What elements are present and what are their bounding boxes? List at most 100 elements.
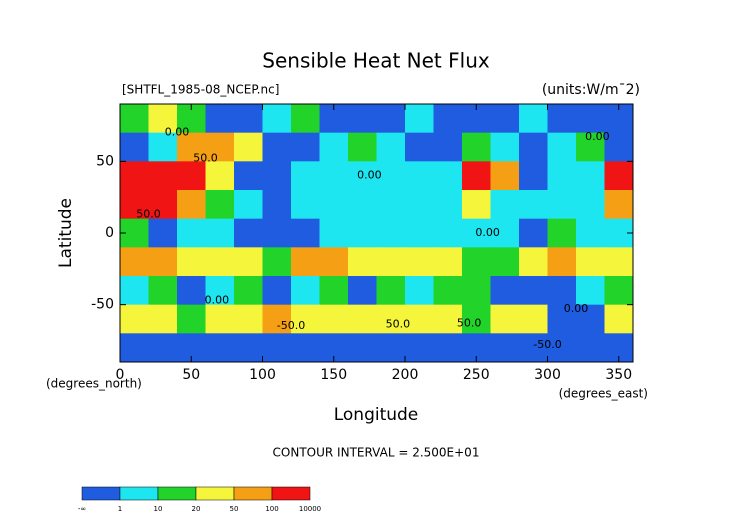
contour-label: -50.0 — [533, 338, 561, 351]
field-cell — [120, 333, 149, 363]
contour-label: 50.0 — [457, 316, 482, 329]
contour-label: 0.00 — [475, 226, 500, 239]
field-cell — [490, 276, 520, 306]
field-cell — [348, 333, 377, 363]
colorbar-label: 10000 — [299, 505, 321, 513]
field-cell — [319, 218, 349, 248]
field-cell — [604, 247, 634, 277]
field-cell — [405, 161, 434, 191]
field-cell — [547, 247, 577, 277]
contour-label: 0.00 — [564, 302, 589, 315]
contour-label: 0.00 — [585, 130, 610, 143]
field-cell — [319, 161, 349, 191]
field-cell — [490, 218, 520, 248]
field-cell — [519, 333, 548, 363]
field-cell — [348, 190, 377, 220]
field-cell — [490, 104, 520, 134]
colorbar-label: 50 — [230, 505, 239, 513]
field-cell — [205, 333, 235, 363]
colorbar-label: 20 — [192, 505, 201, 513]
field-cell — [319, 276, 349, 306]
y-axis-label: Latitude — [56, 198, 76, 268]
field-cell — [348, 304, 377, 334]
field-cell — [547, 218, 577, 248]
x-tick-label: 300 — [534, 367, 561, 383]
field-cell — [291, 276, 320, 306]
colorbar-swatch — [157, 486, 197, 501]
field-cell — [519, 190, 548, 220]
field-cell — [234, 247, 263, 277]
field-cell — [120, 132, 149, 162]
field-cell — [262, 161, 292, 191]
field-cell — [348, 132, 377, 162]
field-cell — [319, 190, 349, 220]
colorbar-label: 10 — [154, 505, 163, 513]
field-cell — [291, 132, 320, 162]
field-cell — [433, 247, 463, 277]
field-cell — [234, 276, 263, 306]
field-cell — [576, 247, 605, 277]
field-cell — [234, 132, 263, 162]
x-axis-unit: (degrees_east) — [559, 387, 648, 401]
contour-label: 50.0 — [136, 207, 161, 220]
field-cell — [462, 304, 491, 334]
field-cell — [319, 132, 349, 162]
field-cell — [547, 132, 577, 162]
subtitle: [SHTFL_1985-08_NCEP.nc] — [122, 83, 279, 97]
field-cell — [205, 276, 235, 306]
field-cell — [120, 104, 149, 134]
colorbar-swatch — [195, 486, 235, 501]
field-cell — [291, 190, 320, 220]
field-cell — [405, 276, 434, 306]
field-cell — [576, 104, 605, 134]
field-cell — [234, 104, 263, 134]
field-cell — [148, 247, 178, 277]
field-cell — [205, 304, 235, 334]
field-cell — [405, 218, 434, 248]
field-cell — [547, 190, 577, 220]
field-cell — [205, 104, 235, 134]
field-cell — [262, 333, 292, 363]
colorbar-swatch — [271, 486, 311, 501]
contour-label: 50.0 — [193, 151, 218, 164]
field-cell — [519, 218, 548, 248]
field-cell — [433, 132, 463, 162]
field-cell — [148, 276, 178, 306]
field-cell — [576, 304, 605, 334]
x-tick-label: 350 — [605, 367, 632, 383]
field-cell — [490, 304, 520, 334]
field-cell — [519, 104, 548, 134]
field-cell — [433, 104, 463, 134]
field-cell — [376, 304, 406, 334]
field-cell — [405, 247, 434, 277]
field-cell — [490, 161, 520, 191]
field-cell — [547, 333, 577, 363]
field-cell — [262, 104, 292, 134]
colorbar-label: -∞ — [78, 505, 86, 513]
field-cell — [262, 132, 292, 162]
field-cell — [433, 276, 463, 306]
field-cell — [291, 304, 320, 334]
field-cell — [120, 276, 149, 306]
x-tick-label: 150 — [320, 367, 347, 383]
field-cell — [177, 190, 206, 220]
field-cell — [234, 304, 263, 334]
field-cell — [148, 190, 178, 220]
contour-label: 0.00 — [165, 126, 190, 139]
contour-label: 0.00 — [357, 169, 382, 182]
field-cell — [148, 304, 178, 334]
field-cell — [405, 132, 434, 162]
field-cell — [519, 132, 548, 162]
field-cell — [519, 276, 548, 306]
field-cell — [433, 333, 463, 363]
field-cell — [234, 190, 263, 220]
field-cell — [376, 104, 406, 134]
colorbar-swatch — [81, 486, 121, 501]
field-cell — [177, 304, 206, 334]
field-cell — [234, 333, 263, 363]
field-cell — [376, 132, 406, 162]
field-cell — [348, 247, 377, 277]
field-cell — [576, 276, 605, 306]
y-tick-label: -50 — [91, 297, 114, 313]
field-cell — [376, 247, 406, 277]
